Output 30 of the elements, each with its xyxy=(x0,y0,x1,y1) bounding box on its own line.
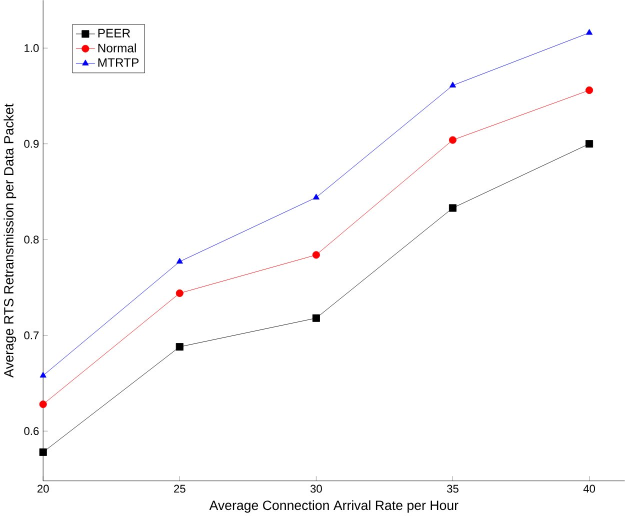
x-tick-label: 25 xyxy=(174,484,186,492)
y-tick-label: 0.8 xyxy=(24,235,39,244)
point xyxy=(39,448,47,456)
x-tick-label: 20 xyxy=(37,484,49,492)
y-tick-label: 1.0 xyxy=(24,44,39,52)
y-tick-label: 0.9 xyxy=(24,140,39,148)
point xyxy=(312,250,320,258)
y-axis-title: Average RTS Retransmission per Data Packet xyxy=(4,103,16,378)
point xyxy=(448,204,457,212)
legend-label: MTRTP xyxy=(98,58,139,67)
point xyxy=(586,86,594,94)
x-tick-label: 35 xyxy=(446,484,458,492)
point xyxy=(586,140,594,148)
legend-label: Normal xyxy=(98,43,136,52)
point xyxy=(39,400,47,408)
legend-label: PEER xyxy=(98,28,130,38)
point xyxy=(449,81,456,88)
x-tick-label: 30 xyxy=(310,484,322,492)
point xyxy=(40,372,46,378)
point xyxy=(312,314,320,322)
y-tick-label: 0.7 xyxy=(24,331,39,340)
point xyxy=(586,28,593,35)
point xyxy=(176,258,183,264)
y-tick-label: 0.6 xyxy=(24,426,39,435)
x-tick-label: 40 xyxy=(583,484,596,492)
point xyxy=(176,289,184,297)
point xyxy=(448,136,457,144)
point xyxy=(176,342,184,350)
point xyxy=(312,193,320,200)
x-axis-title: Average Connection Arrival Rate per Hour xyxy=(209,500,458,513)
